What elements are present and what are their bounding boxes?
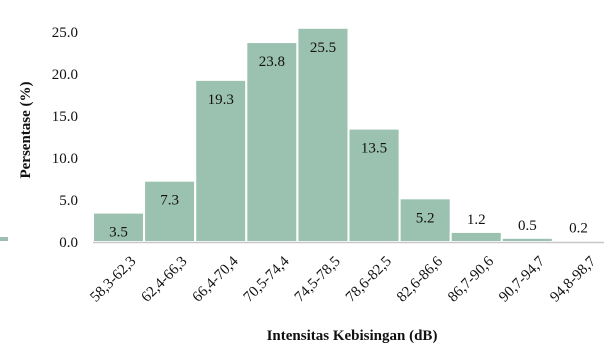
bar-value-label: 0.5 [518, 218, 537, 234]
data-labels-group: 3.5 7.3 19.3 23.8 25.5 13.5 5.2 1.2 0.5 0.2 [109, 40, 588, 241]
x-axis-ticks: 58,3-62,3 62,4-66,3 66,4-70,4 70,5-74,4 74,5… [87, 253, 599, 305]
bar-value-label: 7.3 [160, 193, 179, 209]
x-tick-label: 86,7-90,6 [445, 253, 497, 305]
bar-value-label: 1.2 [467, 212, 486, 228]
histogram-bar [347, 127, 401, 244]
x-tick-label: 74,5-78,5 [292, 254, 344, 306]
histogram-bar [449, 230, 503, 243]
x-tick-label: 58,3-62,3 [87, 254, 139, 306]
x-tick-label: 70,5-74,4 [241, 253, 293, 305]
histogram-bar [143, 179, 197, 243]
histogram-bar [500, 236, 554, 244]
x-tick-label: 82,6-86,6 [394, 253, 446, 305]
y-tick-label: 10.0 [52, 151, 78, 167]
bars-group [92, 26, 606, 244]
y-axis-ticks: 0.0 5.0 10.0 15.0 20.0 25.0 [52, 25, 78, 251]
bar-value-label: 25.5 [310, 40, 336, 56]
bar-value-label: 0.2 [569, 220, 588, 236]
histogram-bar [194, 78, 248, 243]
y-tick-label: 15.0 [52, 109, 78, 125]
histogram-bar [245, 41, 299, 243]
x-tick-label: 62,4-66,3 [139, 254, 191, 306]
x-axis-title: Intensitas Kebisingan (dB) [267, 328, 438, 344]
y-axis-title: Persentase (%) [18, 81, 34, 178]
side-marker [0, 237, 8, 241]
bar-value-label: 19.3 [208, 92, 234, 108]
bar-value-label: 3.5 [109, 225, 128, 241]
x-tick-label: 94,8-98,7 [547, 253, 599, 305]
y-tick-label: 25.0 [52, 25, 78, 41]
x-tick-label: 66,4-70,4 [190, 253, 242, 305]
bar-value-label: 23.8 [259, 54, 285, 70]
y-tick-label: 20.0 [52, 67, 78, 83]
bar-value-label: 13.5 [361, 141, 387, 157]
histogram-bar [296, 26, 350, 243]
x-tick-label: 90,7-94,7 [496, 253, 548, 305]
y-tick-label: 0.0 [59, 235, 78, 251]
y-tick-label: 5.0 [59, 193, 78, 209]
histogram-bar [551, 239, 606, 244]
x-tick-label: 78,6-82,5 [343, 254, 395, 306]
bar-value-label: 5.2 [416, 210, 435, 226]
